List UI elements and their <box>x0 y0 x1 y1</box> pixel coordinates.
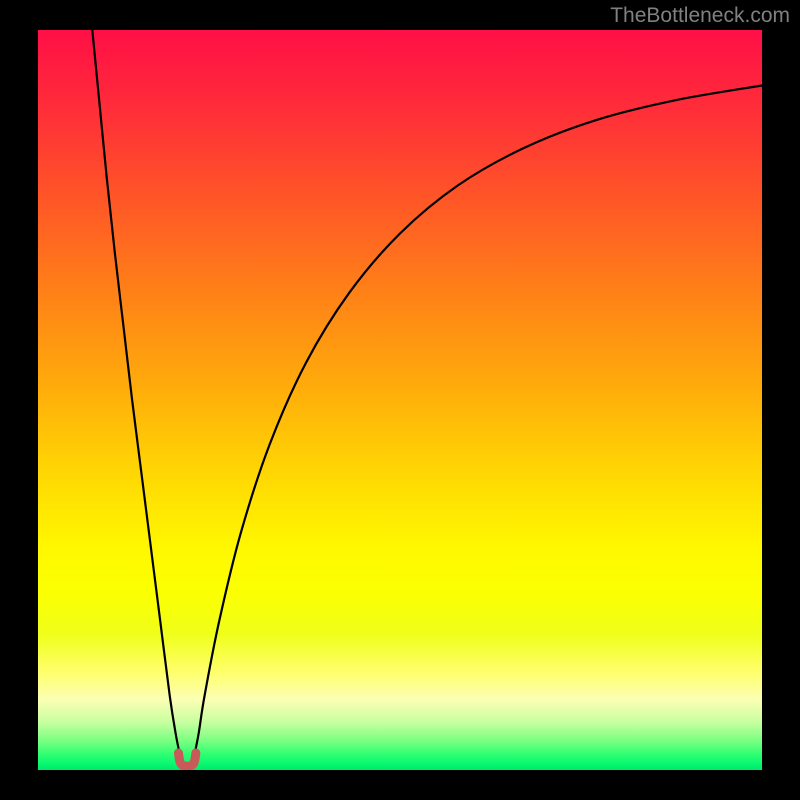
plot-background <box>38 30 762 770</box>
watermark-text: TheBottleneck.com <box>610 4 790 28</box>
chart-container: TheBottleneck.com <box>0 0 800 800</box>
chart-svg <box>0 0 800 800</box>
